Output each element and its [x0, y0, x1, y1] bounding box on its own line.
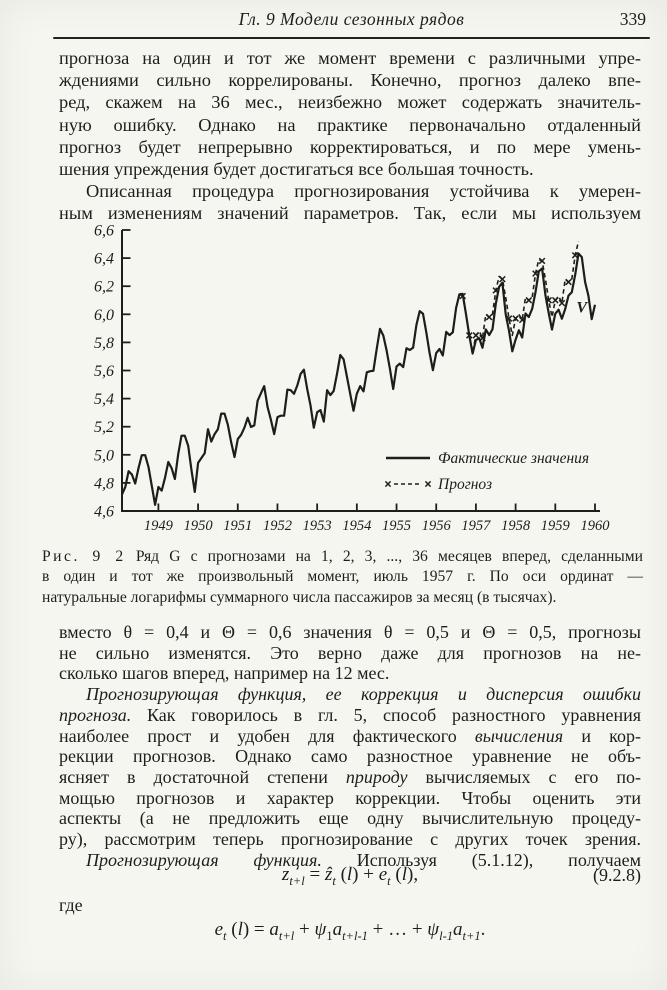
x-axis-label: 1960	[581, 518, 611, 534]
forecast-x-marker	[571, 251, 579, 259]
paragraph: Прогнозирующая функция, ее коррекция и д…	[59, 684, 641, 850]
forecast-x-marker	[565, 278, 572, 286]
body-text-bottom: вместо θ = 0,4 и Θ = 0,6 значения θ = 0,…	[59, 622, 641, 870]
equation-9-2-8-row: zt+l = ẑt (l) + et (l), (9.2.8)	[59, 864, 641, 890]
annotation-v: V	[576, 299, 588, 316]
caption-line: Рис. 9 2 Ряд G с прогнозами на 1, 2, 3, …	[42, 548, 643, 565]
y-axis-label: 5,2	[94, 419, 114, 436]
x-axis-label: 1959	[541, 518, 571, 534]
text-line: ру), рассмотрим теперь прогнозирование с…	[59, 829, 641, 850]
text-line: прогноза на один и тот же момент времени…	[59, 48, 641, 68]
legend-x-marker	[384, 480, 392, 488]
body-text-top: прогноза на один и тот же момент времени…	[59, 47, 641, 225]
forecast-x-marker	[459, 292, 467, 300]
header-rule	[53, 37, 650, 40]
forecast-x-marker	[532, 270, 539, 277]
text-line: наиболее прост и удобен для фактического…	[59, 725, 641, 746]
x-axis-label: 1953	[303, 518, 332, 534]
legend-x-marker	[424, 480, 432, 488]
forecast-x-marker	[538, 257, 546, 265]
forecast-x-marker	[465, 332, 473, 339]
y-axis-label: 4,8	[94, 475, 114, 492]
text-line: Описанная процедура прогнозирования усто…	[86, 181, 641, 202]
forecast-x-marker	[518, 316, 526, 324]
forecast-x-marker	[551, 296, 559, 304]
forecast-x-marker	[512, 315, 519, 322]
actual-series-line	[120, 252, 597, 506]
forecast-series-line	[459, 241, 580, 353]
forecast-x-marker	[558, 299, 566, 307]
forecast-x-marker	[505, 315, 513, 322]
x-axis-label: 1956	[422, 518, 452, 534]
x-axis-label: 1952	[263, 518, 292, 534]
x-axis-label: 1957	[461, 518, 491, 534]
text-line: ясняет в достаточной степени природу выч…	[59, 766, 641, 787]
x-axis-label: 1950	[184, 518, 214, 534]
text-line: ждениями сильно коррелированы. Конечно, …	[59, 70, 641, 91]
text-line: рекции прогнозов. Однако само разностное…	[59, 746, 641, 767]
text-line: прогноз будет непрерывно корректироватьс…	[59, 136, 641, 157]
forecast-x-marker	[492, 287, 500, 294]
legend-forecast-label: Прогноз	[437, 476, 492, 493]
caption-line: натуральные логарифмы суммарного числа п…	[42, 588, 557, 606]
text-line: Прогнозирующая функция. Используя (5.1.1…	[86, 849, 641, 870]
equations-block: zt+l = ẑt (l) + et (l), (9.2.8) где et (…	[59, 864, 641, 945]
paragraph: Прогнозирующая функция. Используя (5.1.1…	[59, 850, 641, 871]
y-axis-label: 6,0	[94, 307, 114, 324]
paragraph: вместо θ = 0,4 и Θ = 0,6 значения θ = 0,…	[59, 622, 641, 684]
x-axis-label: 1955	[382, 518, 411, 534]
forecast-x-marker	[485, 313, 493, 321]
y-axis-label: 6,4	[94, 251, 114, 268]
figure-caption: Рис. 9 2 Ряд G с прогнозами на 1, 2, 3, …	[42, 547, 643, 608]
equation-error-term: et (l) = at+l + ψ1at+l-1 + … + ψl-1at+1.	[214, 919, 486, 943]
text-line: не сильно изменятся. Это верно даже для …	[59, 642, 641, 663]
y-axis-label: 5,0	[94, 447, 114, 464]
text-line: ред, скажем на 36 мес., неизбежно может …	[59, 92, 641, 113]
x-axis-label: 1958	[501, 518, 531, 534]
x-axis-label: 1951	[223, 518, 252, 534]
y-axis-label: 4,6	[94, 504, 114, 521]
running-title: Гл. 9 Модели сезонных рядов	[238, 9, 465, 29]
y-axis-label: 6,6	[94, 224, 114, 240]
caption-line: в один и тот же произвольный момент, июл…	[42, 568, 643, 586]
text-line: вместо θ = 0,4 и Θ = 0,6 значения θ = 0,…	[59, 622, 641, 642]
figure-9-2-chart: 6,6 6,4 6,2 6,0 5,8 5,6 5,4 5,2 5,0 4,8 4,6 1949 195…	[94, 224, 611, 534]
where-label: где	[59, 895, 83, 915]
y-axis-label: 5,4	[94, 391, 114, 408]
equation-9-2-8: zt+l = ẑt (l) + et (l),	[281, 864, 419, 888]
text-line: ную ошибку. Однако на практике первонача…	[59, 114, 641, 135]
equation-error-row: et (l) = at+l + ψ1at+l-1 + … + ψl-1at+1.	[59, 919, 641, 945]
paragraph: прогноза на один и тот же момент времени…	[59, 47, 641, 180]
forecast-x-marker	[479, 334, 486, 342]
legend-actual-label: Фактические значения	[438, 450, 589, 467]
forecast-x-marker	[525, 296, 533, 304]
text-line: шения упреждения будет достигаться все б…	[59, 159, 534, 180]
text-line: мощью прогнозов и характер коррекции. Чт…	[59, 787, 641, 808]
y-axis-label: 5,8	[94, 335, 114, 352]
text-line: прогноза. Как говорилось в гл. 5, способ…	[59, 704, 641, 725]
text-line: сколько шагов вперед, например на 12 мес…	[59, 663, 390, 684]
forecast-x-marker	[545, 296, 553, 304]
page-header: Гл. 9 Модели сезонных рядов 339	[55, 9, 648, 33]
equation-number: (9.2.8)	[593, 865, 641, 885]
x-axis-label: 1954	[342, 518, 371, 534]
chart-axes	[121, 230, 600, 512]
paragraph: Описанная процедура прогнозирования усто…	[59, 180, 641, 224]
forecast-x-marker	[472, 332, 480, 339]
y-axis-label: 5,6	[94, 363, 114, 380]
y-axis-label: 6,2	[94, 279, 114, 296]
page-number: 339	[619, 9, 646, 29]
text-line: Прогнозирующая функция, ее коррекция и д…	[86, 684, 641, 705]
text-line: ным изменениям значений параметров. Так,…	[59, 203, 641, 224]
forecast-x-marker	[499, 275, 506, 283]
text-line: аспекты (а не предложить еще одну вычисл…	[59, 808, 641, 829]
x-axis-label: 1949	[144, 518, 174, 534]
